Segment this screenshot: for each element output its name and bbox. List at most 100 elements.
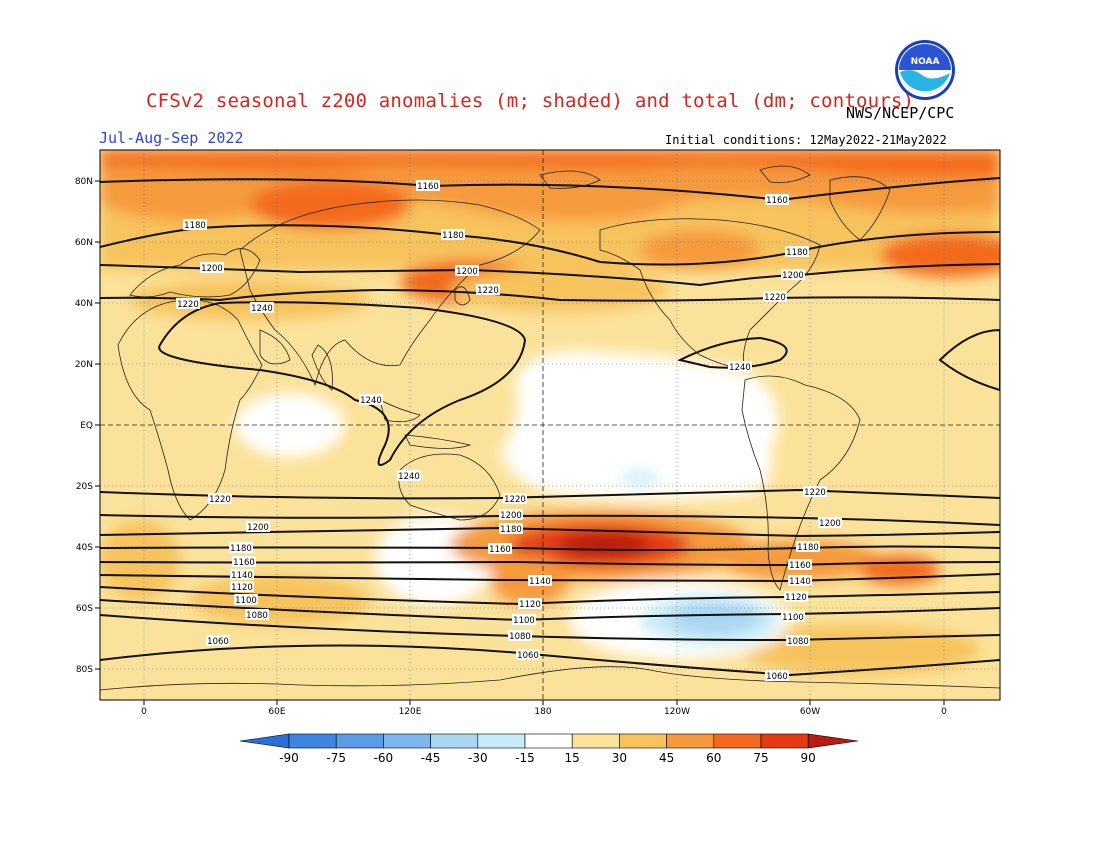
lat-label: 80N [75,177,93,187]
contour-label-text: 1200 [500,511,522,521]
colorbar-segment [571,733,620,749]
contour-label: 1200 [781,269,805,281]
contour-label-text: 1240 [251,304,273,314]
colorbar-extend-high [807,733,859,749]
contour-label-text: 1060 [517,651,539,661]
contour-label: 1100 [512,614,536,626]
contour-label: 1180 [796,541,820,553]
contour-label: 1140 [528,575,552,587]
lon-label: 120E [399,707,422,717]
contour-label: 1220 [208,493,232,505]
chart-title: CFSv2 seasonal z200 anomalies (m; shaded… [146,90,915,112]
contour-label-bg [508,630,532,641]
contour-label-bg [788,559,812,570]
colorbar-extend-low [239,733,290,749]
contour-label: 1140 [230,569,254,581]
contour-label-text: 1220 [804,488,826,498]
contour-label-bg [359,394,383,405]
longitude-labels: 0 60E 120E 180 120W 60W 0 [141,700,947,717]
contour-label: 1220 [476,284,500,296]
contour-label-bg [788,575,812,586]
contour-label-text: 1080 [787,637,809,647]
contour-label: 1240 [397,470,421,482]
lat-label: 80S [76,665,93,675]
contour-label: 1160 [765,194,789,206]
contour-label-bg [499,523,523,534]
contour-label: 1240 [359,394,383,406]
contour-label-text: 1180 [442,231,464,241]
colorbar-label: -30 [468,751,488,765]
contour-label-text: 1080 [246,611,268,621]
contour-label-text: 1180 [230,544,252,554]
contour-label-bg [781,269,805,280]
lat-label: 20S [76,482,93,492]
contour-label-text: 1120 [785,593,807,603]
contour-label-bg [397,470,421,481]
contour-label-bg [200,262,224,273]
colorbar-label: 15 [565,751,580,765]
contour-label-text: 1160 [766,196,788,206]
contour-label: 1180 [229,542,253,554]
contour-label-text: 1100 [235,596,257,606]
height-contours [100,177,1000,677]
contour-label: 1140 [788,575,812,587]
lon-label: 60W [800,707,820,717]
contour-label-bg [245,609,269,620]
initial-conditions-label: Initial conditions: 12May2022-21May2022 [665,133,947,147]
contour-label-text: 1220 [504,495,526,505]
lon-label: 120W [664,707,690,717]
colorbar-label: 45 [659,751,674,765]
contour-label: 1220 [503,493,527,505]
contour-label: 1240 [250,302,274,314]
contour-label-text: 1140 [529,577,551,587]
contour-label: 1100 [781,611,805,623]
contour-label-bg [785,246,809,257]
lat-label: 40N [75,299,93,309]
contour-label-bg [246,521,270,532]
contour-labels: 1160 1160 1180 1180 1180 1200 1200 1200 1220 1220… [176,180,842,682]
lat-label: EQ [80,421,93,431]
contour-label-bg [818,517,842,528]
contour-label-text: 1240 [360,396,382,406]
contour-label: 1180 [441,229,465,241]
contour-label: 1220 [176,298,200,310]
contour-label: 1200 [200,262,224,274]
contour-label: 1200 [455,265,479,277]
colorbar-label: 90 [801,751,816,765]
contour-label-text: 1140 [231,571,253,581]
colorbar-label: 30 [612,751,627,765]
contour-label: 1220 [763,291,787,303]
contour-label-bg [455,265,479,276]
contour-label: 1080 [245,609,269,621]
contour-label-text: 1220 [209,495,231,505]
agency-label: NWS/NCEP/CPC [846,104,955,122]
contour-label-bg [803,486,827,497]
colorbar-label: 60 [706,751,721,765]
contour-label-bg [763,291,787,302]
contour-label-text: 1100 [782,613,804,623]
lat-label: 60S [76,604,93,614]
contour-label: 1060 [206,635,230,647]
lat-label: 40S [76,543,93,553]
colorbar-segment [288,733,337,749]
contour-label: 1080 [508,630,532,642]
contour-label-text: 1160 [417,182,439,192]
contour-label-bg [250,302,274,313]
contour-label-text: 1200 [819,519,841,529]
lat-label: 60N [75,238,93,248]
contour-label-bg [176,298,200,309]
contour-label-text: 1120 [519,600,541,610]
colorbar-segment [666,733,715,749]
contour-label-text: 1060 [207,637,229,647]
contour-label: 1240 [728,361,752,373]
contour-label: 1180 [183,219,207,231]
colorbar-label: -60 [374,751,394,765]
contour-label: 1100 [234,594,258,606]
contour-label-text: 1200 [456,267,478,277]
contour-label-bg [234,594,258,605]
contour-label: 1060 [765,670,789,682]
contour-label-bg [784,591,808,602]
lon-label: 180 [534,707,551,717]
contour-label-bg [781,611,805,622]
lon-label: 60E [268,707,285,717]
